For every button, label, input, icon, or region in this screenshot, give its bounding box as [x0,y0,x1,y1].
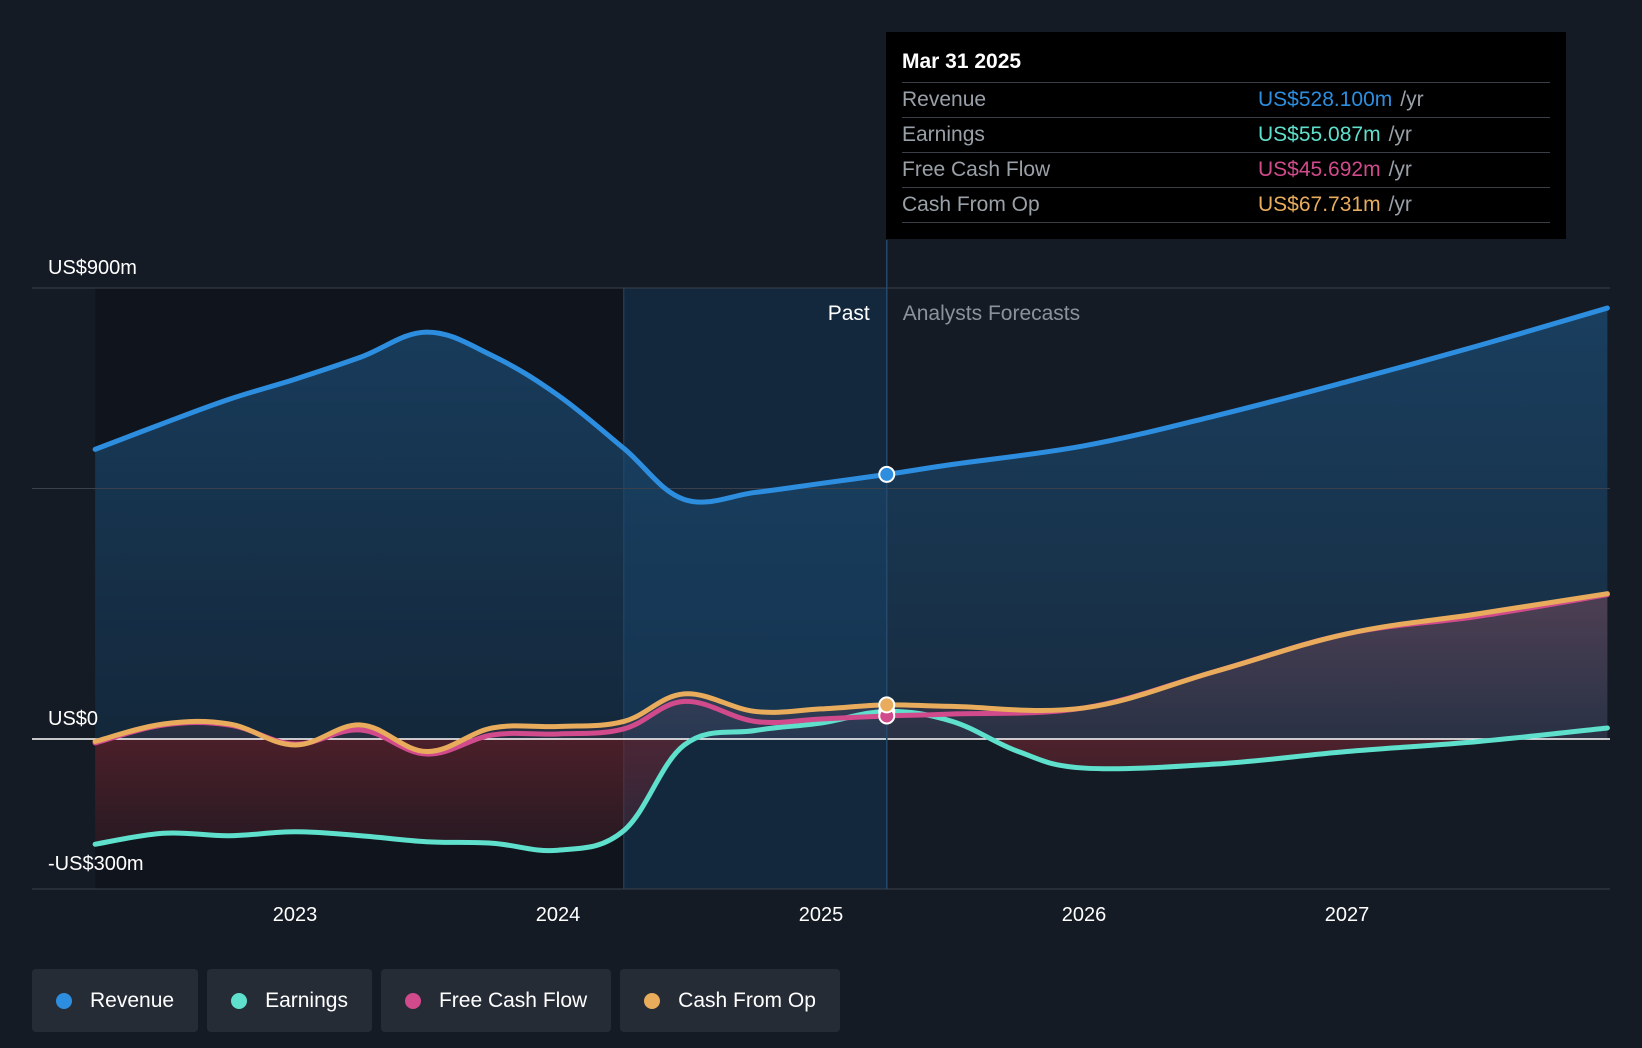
x-tick-label: 2026 [1062,904,1107,926]
legend-label-revenue: Revenue [90,988,175,1012]
x-tick-label: 2027 [1325,904,1370,926]
legend-label-fcf: Free Cash Flow [438,988,588,1012]
tooltip-unit: /yr [1388,158,1412,181]
cfo-line [92,591,1610,755]
tooltip-row-revenue: Revenue US$528.100m /yr [902,83,1550,118]
tooltip-label-cfo: Cash From Op [902,193,1040,216]
y-label-bottom: -US$300m [48,853,144,875]
tooltip-label-revenue: Revenue [902,88,987,111]
legend-dot-fcf [404,992,421,1009]
tooltip-value-cfo: US$67.731m [1258,193,1381,216]
y-label-top: US$900m [48,257,137,279]
y-label-zero: US$0 [48,708,98,730]
forecast-label: Analysts Forecasts [903,302,1080,325]
tooltip-unit: /yr [1388,123,1412,146]
x-tick-label: 2024 [536,904,581,926]
x-tick-label: 2025 [799,904,844,926]
tooltip-row-fcf: Free Cash Flow US$45.692m /yr [902,153,1550,188]
legend-dot-earnings [231,992,248,1009]
legend-item-revenue[interactable]: Revenue [32,969,199,1032]
tooltip-value-earnings: US$55.087m [1258,123,1381,146]
tooltip-value-revenue: US$528.100m [1258,88,1393,111]
legend: Revenue Earnings Free Cash Flow Cash Fro… [32,969,840,1032]
tooltip-value-fcf: US$45.692m [1258,158,1381,181]
tooltip-label-fcf: Free Cash Flow [902,158,1051,181]
tooltip-row-cfo: Cash From Op US$67.731m /yr [902,188,1550,223]
revenue-line [92,305,1610,505]
legend-label-cfo: Cash From Op [678,988,816,1012]
tooltip-date: Mar 31 2025 [902,46,1550,83]
tooltip: Mar 31 2025 Revenue US$528.100m /yr Earn… [886,32,1566,239]
legend-item-cfo[interactable]: Cash From Op [620,969,840,1032]
x-tick-label: 2023 [273,904,318,926]
tooltip-unit: /yr [1388,193,1412,216]
revenue-marker [878,465,896,483]
earnings-negative-area [95,739,1608,851]
tooltip-label-earnings: Earnings [902,123,985,146]
legend-dot-revenue [56,992,72,1009]
cfo-marker [878,696,896,714]
revenue-area [95,308,1608,739]
past-label: Past [828,302,870,325]
cfo-area [95,593,1608,739]
tooltip-unit: /yr [1400,88,1424,111]
legend-item-earnings[interactable]: Earnings [207,969,372,1032]
legend-dot-cfo [644,992,661,1009]
legend-item-fcf[interactable]: Free Cash Flow [380,969,612,1032]
tooltip-row-earnings: Earnings US$55.087m /yr [902,118,1550,153]
earnings-line [92,708,1610,854]
legend-label-earnings: Earnings [265,988,348,1012]
